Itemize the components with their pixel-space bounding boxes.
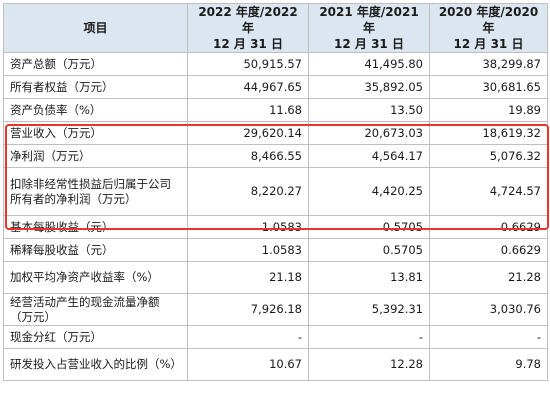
- header-2022: 2022 年度/2022 年 12 月 31 日: [187, 3, 309, 53]
- table-row: 研发投入占营业收入的比例（%） 10.67 12.28 9.78: [3, 348, 548, 381]
- table-row: 资产总额（万元） 50,915.57 41,495.80 38,299.87: [3, 52, 548, 76]
- table-row: 加权平均净资产收益率（%） 21.18 13.81 21.28: [3, 261, 548, 294]
- cell-2021: 12.28: [308, 348, 430, 381]
- cell-2022: 29,620.14: [187, 121, 309, 145]
- table-header-row: 项目 2022 年度/2022 年 12 月 31 日 2021 年度/2021 …: [3, 3, 548, 53]
- cell-2021: -: [308, 325, 430, 349]
- cell-2022: 11.68: [187, 98, 309, 122]
- cell-2021: 35,892.05: [308, 75, 430, 99]
- header-2021-line1: 2021 年度/2021 年: [319, 5, 419, 35]
- cell-2020: 19.89: [429, 98, 548, 122]
- cell-2022: 50,915.57: [187, 52, 309, 76]
- cell-2022: 7,926.18: [187, 293, 309, 326]
- row-label: 净利润（万元）: [3, 144, 188, 168]
- financial-data-table: 项目 2022 年度/2022 年 12 月 31 日 2021 年度/2021 …: [3, 3, 548, 381]
- cell-2020: 0.6629: [429, 238, 548, 262]
- cell-2020: 21.28: [429, 261, 548, 294]
- row-label: 加权平均净资产收益率（%）: [3, 261, 188, 294]
- cell-2021: 4,420.25: [308, 167, 430, 216]
- table-row: 现金分红（万元） - - -: [3, 325, 548, 349]
- header-item: 项目: [3, 3, 188, 53]
- row-label: 资产总额（万元）: [3, 52, 188, 76]
- cell-2020: -: [429, 325, 548, 349]
- row-label: 基本每股收益（元）: [3, 215, 188, 239]
- cell-2021: 0.5705: [308, 215, 430, 239]
- cell-2021: 13.81: [308, 261, 430, 294]
- row-label: 所有者权益（万元）: [3, 75, 188, 99]
- cell-2020: 5,076.32: [429, 144, 548, 168]
- header-2022-line1: 2022 年度/2022 年: [198, 5, 298, 35]
- cell-2022: -: [187, 325, 309, 349]
- cell-2020: 0.6629: [429, 215, 548, 239]
- table-row: 经营活动产生的现金流量净额（万元） 7,926.18 5,392.31 3,03…: [3, 293, 548, 326]
- cell-2022: 8,220.27: [187, 167, 309, 216]
- cell-2022: 1.0583: [187, 238, 309, 262]
- row-label: 资产负债率（%）: [3, 98, 188, 122]
- financial-table-container: 项目 2022 年度/2022 年 12 月 31 日 2021 年度/2021 …: [3, 3, 548, 381]
- cell-2021: 13.50: [308, 98, 430, 122]
- header-2021-line2: 12 月 31 日: [334, 37, 404, 51]
- cell-2021: 0.5705: [308, 238, 430, 262]
- cell-2021: 41,495.80: [308, 52, 430, 76]
- header-2020-line2: 12 月 31 日: [453, 37, 524, 51]
- header-2021: 2021 年度/2021 年 12 月 31 日: [308, 3, 430, 53]
- header-2020-line1: 2020 年度/2020 年: [438, 5, 539, 35]
- cell-2020: 3,030.76: [429, 293, 548, 326]
- table-row: 扣除非经常性损益后归属于公司所有者的净利润（万元） 8,220.27 4,420…: [3, 167, 548, 216]
- row-label: 稀释每股收益（元）: [3, 238, 188, 262]
- table-row: 营业收入（万元） 29,620.14 20,673.03 18,619.32: [3, 121, 548, 145]
- cell-2022: 21.18: [187, 261, 309, 294]
- table-row: 稀释每股收益（元） 1.0583 0.5705 0.6629: [3, 238, 548, 262]
- cell-2020: 9.78: [429, 348, 548, 381]
- cell-2020: 30,681.65: [429, 75, 548, 99]
- cell-2022: 44,967.65: [187, 75, 309, 99]
- row-label: 研发投入占营业收入的比例（%）: [3, 348, 188, 381]
- cell-2022: 1.0583: [187, 215, 309, 239]
- table-row: 净利润（万元） 8,466.55 4,564.17 5,076.32: [3, 144, 548, 168]
- cell-2022: 10.67: [187, 348, 309, 381]
- table-row: 资产负债率（%） 11.68 13.50 19.89: [3, 98, 548, 122]
- cell-2021: 20,673.03: [308, 121, 430, 145]
- cell-2020: 38,299.87: [429, 52, 548, 76]
- cell-2021: 4,564.17: [308, 144, 430, 168]
- table-row: 所有者权益（万元） 44,967.65 35,892.05 30,681.65: [3, 75, 548, 99]
- header-2022-line2: 12 月 31 日: [213, 37, 283, 51]
- row-label: 营业收入（万元）: [3, 121, 188, 145]
- table-row: 基本每股收益（元） 1.0583 0.5705 0.6629: [3, 215, 548, 239]
- row-label: 经营活动产生的现金流量净额（万元）: [3, 293, 188, 326]
- row-label: 现金分红（万元）: [3, 325, 188, 349]
- cell-2020: 4,724.57: [429, 167, 548, 216]
- cell-2020: 18,619.32: [429, 121, 548, 145]
- header-2020: 2020 年度/2020 年 12 月 31 日: [429, 3, 548, 53]
- cell-2022: 8,466.55: [187, 144, 309, 168]
- cell-2021: 5,392.31: [308, 293, 430, 326]
- row-label: 扣除非经常性损益后归属于公司所有者的净利润（万元）: [3, 167, 188, 216]
